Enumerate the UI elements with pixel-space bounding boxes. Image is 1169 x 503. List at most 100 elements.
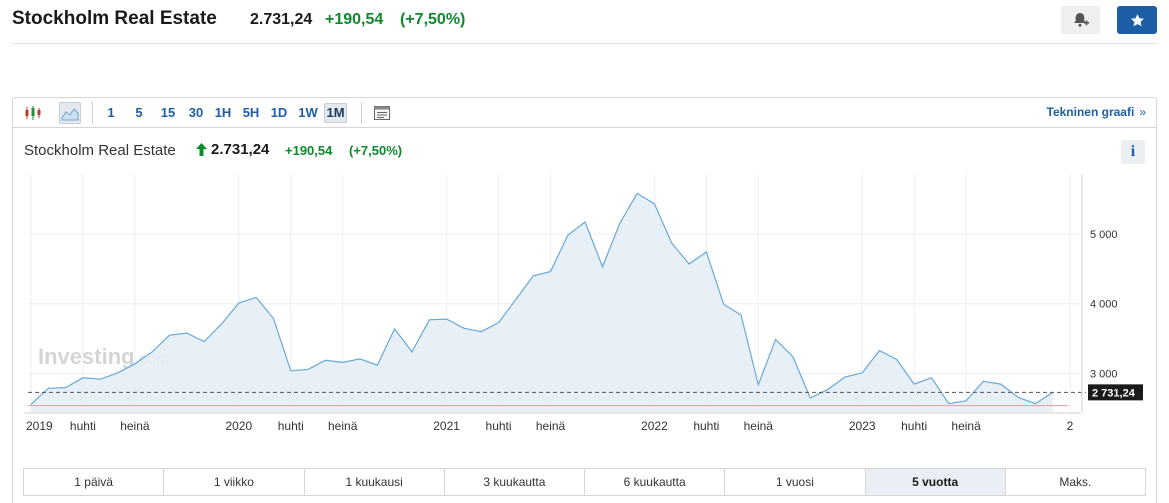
chart-settings-button[interactable] bbox=[371, 102, 393, 124]
area-chart-icon bbox=[61, 108, 79, 121]
range-1-day[interactable]: 1 päivä bbox=[24, 469, 165, 495]
data-point bbox=[515, 298, 517, 300]
data-point bbox=[619, 222, 621, 224]
toolbar-divider bbox=[361, 102, 362, 124]
page-header: Stockholm Real Estate 2.731,24 +190,54 (… bbox=[0, 0, 1169, 44]
info-button[interactable]: i bbox=[1121, 140, 1145, 164]
x-tick-label: 2023 bbox=[849, 419, 876, 433]
data-point bbox=[1000, 383, 1002, 385]
data-point bbox=[757, 384, 759, 386]
data-point bbox=[861, 372, 863, 374]
last-value-label: 2 731,24 bbox=[1092, 387, 1136, 399]
double-chevron-right-icon: » bbox=[1139, 105, 1146, 119]
x-tick-label: 2022 bbox=[641, 419, 668, 433]
data-point bbox=[82, 377, 84, 379]
data-point bbox=[64, 386, 66, 388]
interval-1d[interactable]: 1D bbox=[270, 105, 288, 120]
x-tick-label: 2020 bbox=[225, 419, 252, 433]
x-tick-label: 2021 bbox=[433, 419, 460, 433]
data-point bbox=[688, 263, 690, 265]
data-point bbox=[168, 334, 170, 336]
last-value-label-bg bbox=[1088, 384, 1143, 401]
data-point bbox=[549, 270, 551, 272]
data-point bbox=[445, 318, 447, 320]
range-selector: 1 päivä 1 viikko 1 kuukausi 3 kuukautta … bbox=[23, 468, 1146, 496]
range-3-months[interactable]: 3 kuukautta bbox=[445, 469, 585, 495]
data-point bbox=[878, 349, 880, 351]
data-point bbox=[774, 338, 776, 340]
interval-30[interactable]: 30 bbox=[188, 105, 204, 120]
x-tick-label: heinä bbox=[120, 419, 150, 433]
data-point bbox=[376, 364, 378, 366]
interval-1[interactable]: 1 bbox=[107, 105, 115, 120]
range-max[interactable]: Maks. bbox=[1059, 475, 1092, 489]
header-divider bbox=[12, 43, 1157, 44]
data-point bbox=[809, 397, 811, 399]
watchlist-button[interactable] bbox=[1117, 6, 1157, 34]
data-point bbox=[480, 330, 482, 332]
interval-1m[interactable]: 1M bbox=[324, 103, 347, 123]
data-point bbox=[186, 332, 188, 334]
data-point bbox=[844, 376, 846, 378]
data-point bbox=[584, 221, 586, 223]
x-tick-label: heinä bbox=[328, 419, 358, 433]
add-alert-button[interactable] bbox=[1061, 6, 1100, 34]
x-tick-label: 2019 bbox=[26, 419, 53, 433]
chart-change: +190,54 bbox=[285, 143, 333, 158]
x-tick-label: heinä bbox=[536, 419, 566, 433]
data-point bbox=[671, 242, 673, 244]
data-point bbox=[567, 234, 569, 236]
interval-15[interactable]: 15 bbox=[160, 105, 176, 120]
x-tick-label: 2 bbox=[1067, 419, 1074, 433]
star-icon bbox=[1130, 13, 1144, 26]
y-tick-label: 5 000 bbox=[1090, 229, 1118, 241]
data-point bbox=[307, 368, 309, 370]
data-point bbox=[151, 351, 153, 353]
data-point bbox=[220, 323, 222, 325]
data-point bbox=[255, 296, 257, 298]
x-tick-label: heinä bbox=[951, 419, 981, 433]
page-title: Stockholm Real Estate bbox=[12, 8, 217, 29]
chart-panel: 1 5 15 30 1H 5H 1D 1W 1M Tekninen graafi… bbox=[12, 97, 1157, 503]
series-area bbox=[31, 193, 1053, 412]
data-point bbox=[324, 359, 326, 361]
data-point bbox=[792, 356, 794, 358]
interval-1w[interactable]: 1W bbox=[298, 105, 318, 120]
range-1-month[interactable]: 1 kuukausi bbox=[305, 469, 445, 495]
interval-5h[interactable]: 5H bbox=[242, 105, 260, 120]
candlestick-icon bbox=[25, 106, 41, 120]
data-point bbox=[965, 400, 967, 402]
chart-toolbar: 1 5 15 30 1H 5H 1D 1W 1M Tekninen graafi… bbox=[13, 98, 1156, 128]
data-point bbox=[47, 387, 49, 389]
data-point bbox=[913, 383, 915, 385]
chart-instrument-name: Stockholm Real Estate bbox=[24, 142, 176, 159]
data-point bbox=[30, 403, 32, 405]
range-5-years[interactable]: 5 vuotta bbox=[865, 469, 1006, 495]
x-tick-label: huhti bbox=[486, 419, 512, 433]
data-point bbox=[428, 319, 430, 321]
range-6-months[interactable]: 6 kuukautta bbox=[585, 469, 726, 495]
data-point bbox=[982, 380, 984, 382]
data-point bbox=[1017, 396, 1019, 398]
data-point bbox=[463, 327, 465, 329]
series-line bbox=[30, 192, 1054, 405]
data-point bbox=[826, 388, 828, 390]
range-1-year[interactable]: 1 vuosi bbox=[725, 469, 866, 495]
data-point bbox=[411, 351, 413, 353]
candlestick-chart-button[interactable] bbox=[22, 102, 44, 124]
data-point bbox=[393, 328, 395, 330]
data-point bbox=[705, 251, 707, 253]
x-tick-label: huhti bbox=[693, 419, 719, 433]
area-chart-button[interactable] bbox=[59, 102, 81, 124]
range-1-week[interactable]: 1 viikko bbox=[164, 469, 305, 495]
watermark-brand: Investing bbox=[38, 344, 135, 369]
interval-1h[interactable]: 1H bbox=[214, 105, 232, 120]
technical-chart-link[interactable]: Tekninen graafi » bbox=[1047, 105, 1146, 119]
data-point bbox=[203, 340, 205, 342]
data-point bbox=[722, 303, 724, 305]
x-tick-label: huhti bbox=[70, 419, 96, 433]
interval-5[interactable]: 5 bbox=[135, 105, 143, 120]
data-point bbox=[342, 361, 344, 363]
layout-icon bbox=[374, 106, 390, 120]
